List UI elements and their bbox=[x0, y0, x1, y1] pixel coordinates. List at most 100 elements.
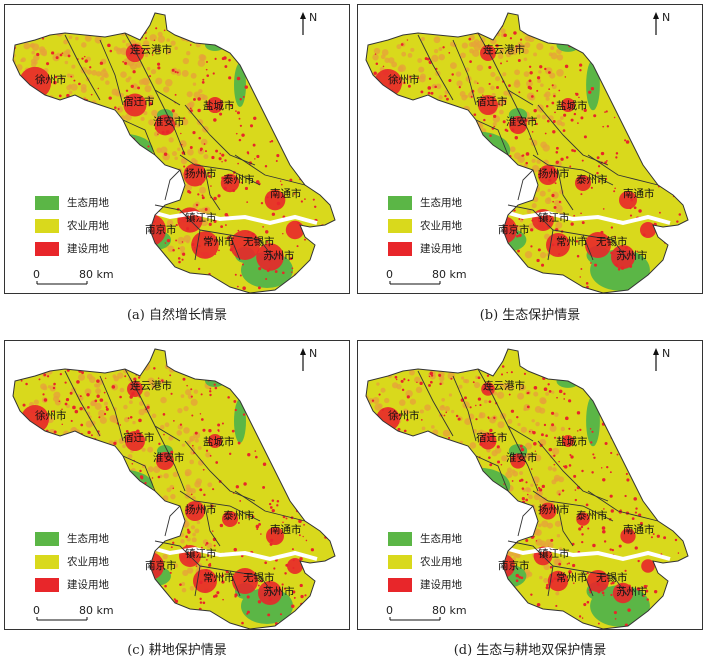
settlement-dot bbox=[16, 236, 20, 240]
settlement-dot bbox=[170, 364, 174, 368]
settlement-dot bbox=[85, 131, 89, 135]
settlement-dot bbox=[84, 59, 88, 63]
settlement-dot bbox=[614, 380, 618, 383]
settlement-dot bbox=[82, 520, 86, 524]
settlement-dot bbox=[54, 75, 58, 79]
settlement-dot bbox=[676, 72, 679, 75]
settlement-dot bbox=[78, 622, 81, 625]
agri-mix-patch bbox=[148, 119, 155, 126]
construction-cluster bbox=[285, 220, 305, 240]
settlement-dot bbox=[506, 371, 508, 374]
settlement-dot bbox=[140, 281, 144, 285]
agri-mix-patch bbox=[116, 510, 122, 515]
settlement-dot bbox=[163, 433, 165, 436]
agri-mix-patch bbox=[555, 365, 562, 372]
agri-mix-patch bbox=[366, 250, 370, 257]
settlement-dot bbox=[476, 82, 479, 84]
settlement-dot bbox=[678, 499, 681, 502]
construction-cluster bbox=[127, 381, 143, 397]
settlement-dot bbox=[216, 591, 220, 595]
agri-mix-patch bbox=[417, 58, 423, 63]
settlement-dot bbox=[493, 608, 496, 611]
settlement-dot bbox=[46, 375, 50, 378]
settlement-dot bbox=[602, 478, 606, 482]
city-boundary bbox=[124, 32, 181, 106]
settlement-dot bbox=[613, 610, 617, 615]
agri-mix-patch bbox=[114, 585, 122, 593]
settlement-dot bbox=[253, 414, 257, 418]
agri-mix-patch bbox=[74, 99, 81, 105]
agri-mix-patch bbox=[100, 76, 105, 81]
settlement-dot bbox=[381, 408, 384, 411]
agri-mix-patch bbox=[454, 492, 460, 498]
settlement-dot bbox=[293, 381, 297, 385]
settlement-dot bbox=[127, 140, 132, 144]
agri-mix-patch bbox=[15, 257, 21, 262]
agri-mix-patch bbox=[59, 512, 67, 520]
city-boundary bbox=[164, 169, 181, 201]
settlement-dot bbox=[489, 463, 493, 467]
settlement-dot bbox=[593, 263, 598, 267]
agri-mix-patch bbox=[127, 548, 132, 553]
agri-mix-patch bbox=[151, 109, 158, 117]
agri-mix-patch bbox=[366, 427, 369, 435]
agri-mix-patch bbox=[91, 110, 100, 118]
settlement-dot bbox=[401, 134, 404, 137]
settlement-dot bbox=[125, 95, 129, 99]
settlement-dot bbox=[367, 265, 371, 269]
settlement-dot bbox=[271, 508, 275, 513]
agri-mix-patch bbox=[147, 377, 155, 385]
settlement-dot bbox=[409, 76, 412, 78]
agri-mix-patch bbox=[378, 178, 386, 185]
agri-mix-patch bbox=[489, 158, 496, 165]
settlement-dot bbox=[178, 260, 181, 264]
agri-mix-patch bbox=[49, 118, 53, 123]
settlement-dot bbox=[382, 65, 385, 68]
settlement-dot bbox=[303, 425, 307, 429]
agri-mix-patch bbox=[422, 510, 428, 515]
settlement-dot bbox=[35, 185, 38, 188]
legend-construction: 建设用地 bbox=[388, 237, 462, 260]
legend-agricultural-swatch bbox=[388, 554, 412, 569]
settlement-dot bbox=[291, 548, 294, 551]
agri-mix-patch bbox=[103, 72, 109, 79]
settlement-dot bbox=[663, 536, 667, 540]
agri-mix-patch bbox=[91, 69, 97, 76]
settlement-dot bbox=[235, 485, 240, 489]
agri-mix-patch bbox=[555, 204, 563, 213]
settlement-dot bbox=[531, 181, 534, 184]
agri-mix-patch bbox=[155, 251, 161, 257]
settlement-dot bbox=[62, 155, 66, 158]
settlement-dot bbox=[483, 189, 487, 193]
settlement-dot bbox=[221, 361, 225, 365]
settlement-dot bbox=[53, 430, 57, 434]
settlement-dot bbox=[388, 83, 391, 86]
settlement-dot bbox=[166, 239, 171, 243]
agri-mix-patch bbox=[537, 34, 541, 38]
agri-mix-patch bbox=[502, 72, 507, 77]
agri-mix-patch bbox=[517, 41, 523, 47]
agri-mix-patch bbox=[524, 42, 531, 48]
settlement-dot bbox=[203, 143, 206, 145]
agri-mix-patch bbox=[116, 178, 122, 185]
settlement-dot bbox=[427, 603, 431, 607]
settlement-dot bbox=[174, 70, 177, 74]
settlement-dot bbox=[518, 91, 521, 94]
agri-mix-patch bbox=[130, 246, 136, 252]
settlement-dot bbox=[57, 279, 62, 283]
settlement-dot bbox=[670, 112, 673, 115]
agri-mix-patch bbox=[13, 217, 16, 225]
agri-mix-patch bbox=[380, 164, 386, 170]
settlement-dot bbox=[238, 391, 241, 394]
settlement-dot bbox=[655, 387, 658, 390]
settlement-dot bbox=[91, 118, 95, 121]
agri-mix-patch bbox=[489, 248, 494, 253]
settlement-dot bbox=[583, 603, 587, 607]
settlement-dot bbox=[524, 608, 528, 613]
agri-mix-patch bbox=[113, 482, 120, 489]
settlement-dot bbox=[290, 468, 293, 471]
settlement-dot bbox=[31, 188, 35, 191]
agri-mix-patch bbox=[133, 562, 139, 567]
settlement-dot bbox=[207, 171, 210, 175]
city-label-nanjing: 南京市 bbox=[498, 559, 530, 572]
